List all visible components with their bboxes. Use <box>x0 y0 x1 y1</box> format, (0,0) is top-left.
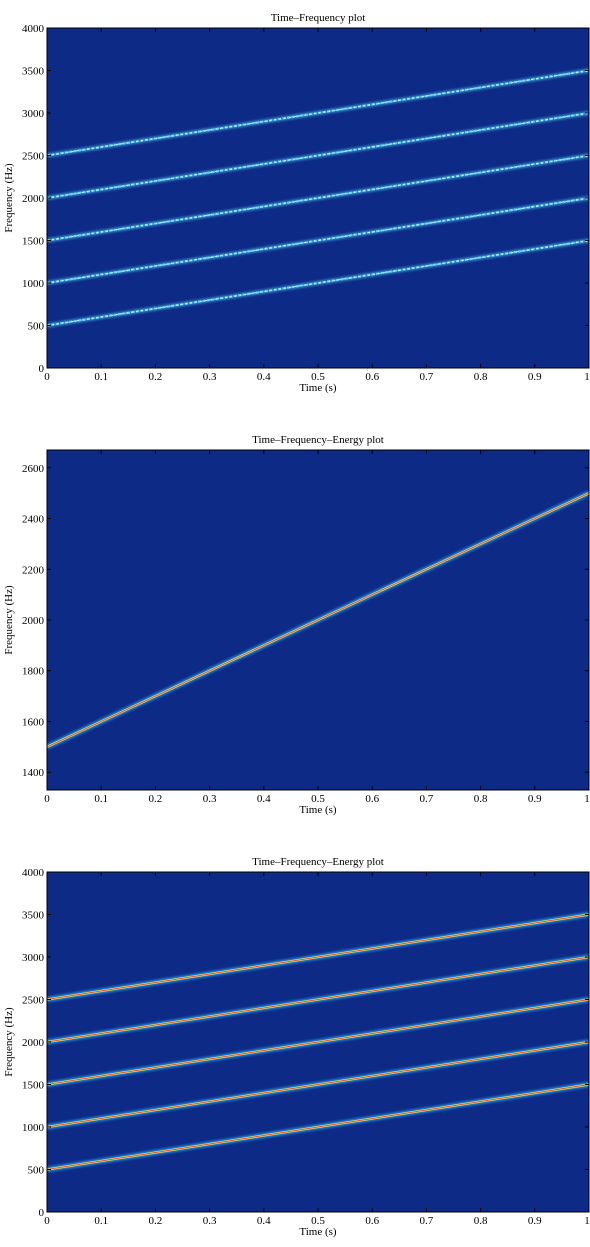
chart-2: 0 0.1 0.2 0.3 0.4 0.5 0.6 0.7 0.8 0.9 1 1400 1600 180… <box>3 434 590 816</box>
x-tick-label: 0 <box>44 371 50 383</box>
x-tick-label: 0.6 <box>365 371 379 383</box>
ridge-core <box>47 956 589 1043</box>
ridge-core <box>47 492 589 748</box>
x-tick-label: 0.6 <box>365 1215 379 1227</box>
y-axis-label: Frequency (Hz) <box>3 1007 15 1077</box>
x-tick-label: 0.5 <box>311 1215 325 1227</box>
ridge-1 <box>47 238 589 328</box>
y-tick-label: 3500 <box>22 66 45 78</box>
x-tick-label: 0.2 <box>149 793 163 805</box>
y-tick-label: 4000 <box>22 23 45 35</box>
x-tick-label: 0.4 <box>257 793 271 805</box>
ridge-4 <box>47 954 589 1045</box>
y-axis-label: Frequency (Hz) <box>3 163 15 233</box>
ridge-core <box>47 112 589 199</box>
x-tick-label: 0.3 <box>203 1215 217 1227</box>
y-tick-label: 4000 <box>22 867 45 879</box>
y-tick-label: 0 <box>39 363 45 375</box>
ridge-2 <box>47 196 589 285</box>
x-tick-label: 0.4 <box>257 1215 271 1227</box>
ridge-group <box>47 912 589 1172</box>
x-tick-label: 0.5 <box>311 371 325 383</box>
x-tick-label: 0.7 <box>420 371 434 383</box>
y-tick-label: 500 <box>28 321 45 333</box>
y-tick-label: 2000 <box>22 615 45 627</box>
x-tick-label: 0.8 <box>474 1215 488 1227</box>
x-tick-label: 0.2 <box>149 1215 163 1227</box>
x-tick-label: 0.3 <box>203 793 217 805</box>
y-tick-label: 0 <box>39 1207 45 1219</box>
chart-1: 0 0.1 0.2 0.3 0.4 0.5 0.6 0.7 0.8 0.9 1 0 500 1000 150… <box>3 12 590 394</box>
chart-title: Time–Frequency–Energy plot <box>252 856 384 868</box>
ridge-4 <box>47 111 589 200</box>
x-axis-label: Time (s) <box>299 1226 337 1238</box>
y-tick-label: 1400 <box>22 767 45 779</box>
x-tick-label: 0.7 <box>420 793 434 805</box>
x-tick-label: 0.6 <box>365 793 379 805</box>
y-tick-label: 1000 <box>22 1122 45 1134</box>
y-tick-label: 1500 <box>22 236 45 248</box>
x-tick-label: 0.9 <box>528 1215 542 1227</box>
y-tick-label: 2500 <box>22 995 45 1007</box>
x-tick-label: 0.4 <box>257 371 271 383</box>
x-tick-label: 0.1 <box>94 793 108 805</box>
y-tick-label: 2000 <box>22 1037 45 1049</box>
x-tick-label: 0.1 <box>94 1215 108 1227</box>
ridge-core <box>47 1084 589 1170</box>
chart-title: Time–Frequency plot <box>271 12 366 24</box>
y-tick-label: 500 <box>28 1165 45 1177</box>
ridge-core <box>47 999 589 1085</box>
x-tick-label: 0.9 <box>528 793 542 805</box>
ridge-1 <box>47 490 589 750</box>
ridge-core <box>47 155 589 241</box>
ridge-2 <box>47 1039 589 1130</box>
y-axis-label: Frequency (Hz) <box>3 585 15 655</box>
y-tick-label: 2600 <box>22 463 45 475</box>
ridge-5 <box>47 68 589 158</box>
ridge-core <box>47 1041 589 1128</box>
x-tick-label: 0.5 <box>311 793 325 805</box>
x-axis-label: Time (s) <box>299 382 337 394</box>
ridge-core <box>47 70 589 156</box>
y-tick-label: 3500 <box>22 910 45 922</box>
x-tick-label: 0.8 <box>474 371 488 383</box>
x-tick-label: 0.9 <box>528 371 542 383</box>
x-tick-label: 1 <box>584 793 590 805</box>
y-tick-label: 2500 <box>22 151 45 163</box>
ridge-3 <box>47 997 589 1087</box>
ridge-group <box>47 68 589 328</box>
chart-3: 0 0.1 0.2 0.3 0.4 0.5 0.6 0.7 0.8 0.9 1 0 500 1000 150… <box>3 856 590 1238</box>
ridge-1 <box>47 1082 589 1172</box>
x-tick-label: 0.1 <box>94 371 108 383</box>
y-tick-label: 1500 <box>22 1080 45 1092</box>
y-tick-label: 1000 <box>22 278 45 290</box>
x-tick-label: 1 <box>584 371 590 383</box>
y-tick-label: 2000 <box>22 193 45 205</box>
y-tick-label: 2400 <box>22 514 45 526</box>
y-tick-label: 2200 <box>22 564 45 576</box>
x-tick-label: 1 <box>584 1215 590 1227</box>
chart-title: Time–Frequency–Energy plot <box>252 434 384 446</box>
x-tick-label: 0 <box>44 793 50 805</box>
x-axis-label: Time (s) <box>299 804 337 816</box>
ridge-group <box>47 490 589 750</box>
ridge-core <box>47 240 589 326</box>
ridge-core <box>47 914 589 1000</box>
ridge-5 <box>47 912 589 1002</box>
ridge-3 <box>47 153 589 243</box>
x-tick-label: 0 <box>44 1215 50 1227</box>
y-tick-label: 1800 <box>22 666 45 678</box>
x-tick-label: 0.3 <box>203 371 217 383</box>
x-tick-label: 0.2 <box>149 371 163 383</box>
y-tick-label: 3000 <box>22 108 45 120</box>
x-tick-label: 0.7 <box>420 1215 434 1227</box>
y-tick-label: 3000 <box>22 952 45 964</box>
y-tick-label: 1600 <box>22 716 45 728</box>
x-tick-label: 0.8 <box>474 793 488 805</box>
ridge-core <box>47 197 589 284</box>
